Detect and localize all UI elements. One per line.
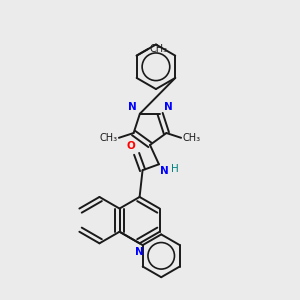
Text: O: O xyxy=(126,142,135,152)
Text: N: N xyxy=(164,102,172,112)
Text: CH₃: CH₃ xyxy=(150,44,168,54)
Text: N: N xyxy=(135,247,144,257)
Text: N: N xyxy=(160,166,169,176)
Text: CH₃: CH₃ xyxy=(100,133,118,143)
Text: CH₃: CH₃ xyxy=(182,133,200,143)
Text: H: H xyxy=(171,164,179,174)
Text: N: N xyxy=(128,102,136,112)
